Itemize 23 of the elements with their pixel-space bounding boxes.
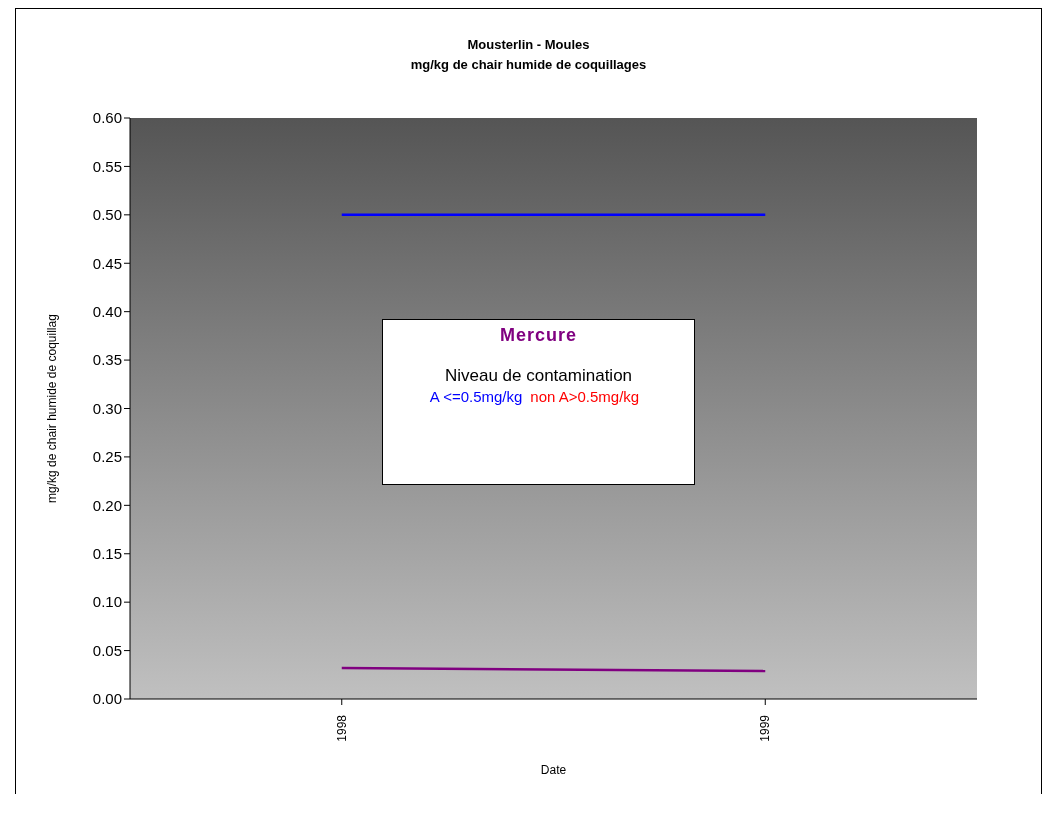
- x-tick-label: 1998: [334, 714, 349, 742]
- y-tick-label: 0.40: [92, 302, 122, 320]
- y-axis-title: mg/kg de chair humide de coquillag: [45, 314, 60, 503]
- y-tick-label: 0.00: [92, 690, 122, 708]
- text: Mercure: [499, 325, 578, 346]
- x-tick-label: 1999: [758, 714, 773, 742]
- y-tick-label: 0.50: [92, 206, 122, 224]
- y-tick-label: 0.45: [92, 254, 122, 272]
- y-tick-label: 0.10: [92, 593, 122, 611]
- chart-title: Mousterlin - Moules: [466, 36, 591, 54]
- y-tick-label: 0.35: [92, 351, 122, 369]
- annotation: Niveau de contamination: [443, 366, 634, 386]
- y-tick-label: 0.30: [92, 399, 122, 417]
- chart-subtitle: mg/kg de chair humide de coquillages: [409, 56, 648, 74]
- annotation: non A>0.5mg/kg: [530, 388, 640, 405]
- x-axis-title: Date: [540, 763, 567, 777]
- y-tick-label: 0.05: [92, 641, 122, 659]
- y-tick-label: 0.25: [92, 448, 122, 466]
- y-tick-label: 0.20: [92, 496, 122, 514]
- y-tick-label: 0.15: [92, 545, 122, 563]
- y-tick-label: 0.60: [92, 109, 122, 127]
- y-tick-label: 0.55: [92, 157, 122, 175]
- annotation: A <=0.5mg/kg: [429, 388, 523, 405]
